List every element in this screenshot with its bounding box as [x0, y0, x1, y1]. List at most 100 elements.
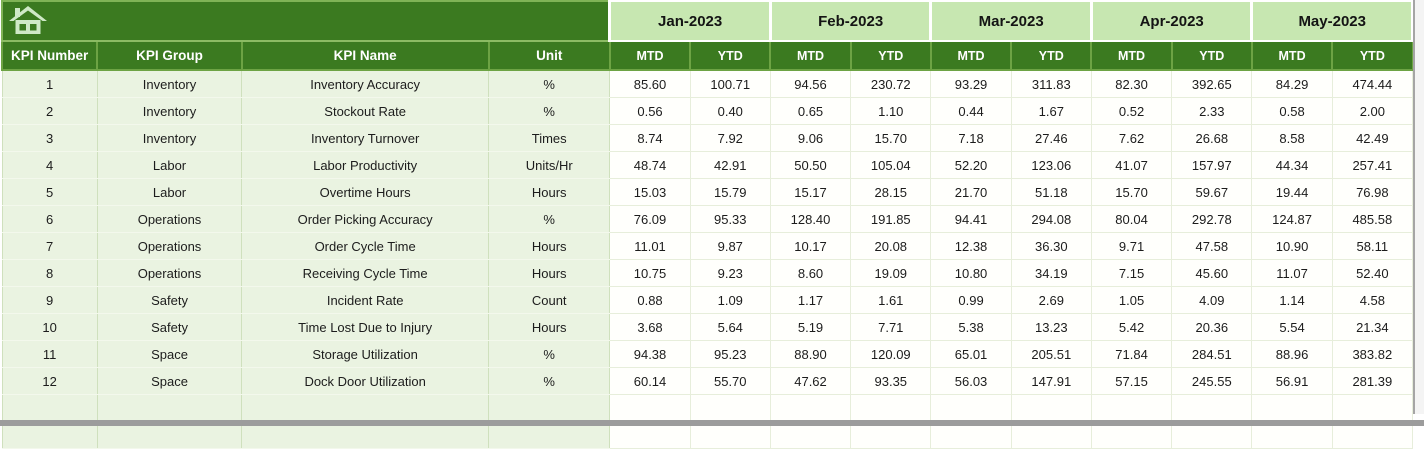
kpi-value-cell[interactable]: 4.09	[1171, 286, 1253, 314]
kpi-unit-cell[interactable]: Hours	[488, 313, 611, 341]
kpi-number-cell[interactable]: 11	[1, 340, 98, 368]
kpi-value-cell[interactable]: 7.62	[1090, 124, 1173, 152]
empty-cell[interactable]	[850, 394, 932, 422]
kpi-value-cell[interactable]: 8.58	[1251, 124, 1333, 152]
kpi-value-cell[interactable]: 7.18	[930, 124, 1012, 152]
kpi-value-cell[interactable]: 15.70	[1090, 178, 1173, 206]
kpi-unit-cell[interactable]: Hours	[488, 232, 611, 260]
kpi-value-cell[interactable]: 2.33	[1171, 97, 1253, 125]
kpi-group-cell[interactable]: Inventory	[96, 124, 243, 152]
kpi-value-cell[interactable]: 383.82	[1331, 340, 1414, 368]
kpi-number-cell[interactable]: 5	[1, 178, 98, 206]
kpi-value-cell[interactable]: 51.18	[1010, 178, 1092, 206]
empty-cell[interactable]	[488, 394, 611, 422]
kpi-value-cell[interactable]: 5.19	[769, 313, 852, 341]
kpi-value-cell[interactable]: 9.23	[689, 259, 771, 287]
kpi-name-cell[interactable]: Time Lost Due to Injury	[241, 313, 490, 341]
kpi-group-cell[interactable]: Space	[96, 367, 243, 395]
kpi-value-cell[interactable]: 58.11	[1331, 232, 1414, 260]
kpi-value-cell[interactable]: 93.29	[930, 69, 1012, 98]
kpi-value-cell[interactable]: 0.99	[930, 286, 1012, 314]
kpi-value-cell[interactable]: 2.00	[1331, 97, 1414, 125]
kpi-value-cell[interactable]: 15.03	[609, 178, 691, 206]
kpi-value-cell[interactable]: 60.14	[609, 367, 691, 395]
kpi-value-cell[interactable]: 1.61	[850, 286, 932, 314]
kpi-value-cell[interactable]: 10.17	[769, 232, 852, 260]
kpi-number-cell[interactable]: 7	[1, 232, 98, 260]
kpi-number-cell[interactable]: 4	[1, 151, 98, 179]
kpi-value-cell[interactable]: 48.74	[609, 151, 691, 179]
kpi-value-cell[interactable]: 95.23	[689, 340, 771, 368]
kpi-unit-cell[interactable]: Units/Hr	[488, 151, 611, 179]
kpi-number-cell[interactable]: 9	[1, 286, 98, 314]
kpi-group-cell[interactable]: Inventory	[96, 97, 243, 125]
empty-cell[interactable]	[1010, 394, 1092, 422]
kpi-unit-cell[interactable]: %	[488, 97, 611, 125]
kpi-value-cell[interactable]: 284.51	[1171, 340, 1253, 368]
kpi-value-cell[interactable]: 9.87	[689, 232, 771, 260]
kpi-value-cell[interactable]: 20.08	[850, 232, 932, 260]
kpi-value-cell[interactable]: 13.23	[1010, 313, 1092, 341]
kpi-value-cell[interactable]: 59.67	[1171, 178, 1253, 206]
kpi-unit-cell[interactable]: Hours	[488, 259, 611, 287]
kpi-value-cell[interactable]: 8.60	[769, 259, 852, 287]
kpi-value-cell[interactable]: 0.52	[1090, 97, 1173, 125]
kpi-number-cell[interactable]: 6	[1, 205, 98, 233]
kpi-unit-cell[interactable]: %	[488, 69, 611, 98]
kpi-unit-cell[interactable]: %	[488, 340, 611, 368]
kpi-group-cell[interactable]: Labor	[96, 151, 243, 179]
kpi-value-cell[interactable]: 5.42	[1090, 313, 1173, 341]
empty-cell[interactable]	[1, 394, 98, 422]
empty-cell[interactable]	[1331, 394, 1414, 422]
kpi-value-cell[interactable]: 15.17	[769, 178, 852, 206]
kpi-value-cell[interactable]: 42.49	[1331, 124, 1414, 152]
kpi-value-cell[interactable]: 26.68	[1171, 124, 1253, 152]
kpi-value-cell[interactable]: 294.08	[1010, 205, 1092, 233]
kpi-name-cell[interactable]: Overtime Hours	[241, 178, 490, 206]
kpi-value-cell[interactable]: 80.04	[1090, 205, 1173, 233]
kpi-value-cell[interactable]: 11.01	[609, 232, 691, 260]
kpi-value-cell[interactable]: 128.40	[769, 205, 852, 233]
kpi-value-cell[interactable]: 56.03	[930, 367, 1012, 395]
kpi-group-cell[interactable]: Space	[96, 340, 243, 368]
home-icon[interactable]	[9, 6, 608, 36]
kpi-value-cell[interactable]: 50.50	[769, 151, 852, 179]
kpi-value-cell[interactable]: 94.38	[609, 340, 691, 368]
kpi-value-cell[interactable]: 10.75	[609, 259, 691, 287]
kpi-value-cell[interactable]: 28.15	[850, 178, 932, 206]
kpi-value-cell[interactable]: 19.09	[850, 259, 932, 287]
kpi-number-cell[interactable]: 8	[1, 259, 98, 287]
kpi-value-cell[interactable]: 9.06	[769, 124, 852, 152]
empty-cell[interactable]	[769, 394, 852, 422]
kpi-value-cell[interactable]: 474.44	[1331, 69, 1414, 98]
kpi-value-cell[interactable]: 10.90	[1251, 232, 1333, 260]
kpi-value-cell[interactable]: 5.64	[689, 313, 771, 341]
kpi-value-cell[interactable]: 21.70	[930, 178, 1012, 206]
kpi-value-cell[interactable]: 124.87	[1251, 205, 1333, 233]
kpi-unit-cell[interactable]: Hours	[488, 178, 611, 206]
kpi-value-cell[interactable]: 157.97	[1171, 151, 1253, 179]
kpi-value-cell[interactable]: 82.30	[1090, 69, 1173, 98]
empty-cell[interactable]	[241, 394, 490, 422]
kpi-value-cell[interactable]: 52.40	[1331, 259, 1414, 287]
kpi-value-cell[interactable]: 88.96	[1251, 340, 1333, 368]
kpi-value-cell[interactable]: 0.65	[769, 97, 852, 125]
kpi-group-cell[interactable]: Safety	[96, 313, 243, 341]
kpi-name-cell[interactable]: Inventory Turnover	[241, 124, 490, 152]
kpi-value-cell[interactable]: 257.41	[1331, 151, 1414, 179]
kpi-value-cell[interactable]: 105.04	[850, 151, 932, 179]
kpi-value-cell[interactable]: 7.15	[1090, 259, 1173, 287]
kpi-value-cell[interactable]: 3.68	[609, 313, 691, 341]
kpi-value-cell[interactable]: 10.80	[930, 259, 1012, 287]
kpi-number-cell[interactable]: 1	[1, 69, 98, 98]
kpi-value-cell[interactable]: 245.55	[1171, 367, 1253, 395]
empty-cell[interactable]	[930, 394, 1012, 422]
empty-cell[interactable]	[96, 394, 243, 422]
kpi-value-cell[interactable]: 0.40	[689, 97, 771, 125]
kpi-value-cell[interactable]: 100.71	[689, 69, 771, 98]
kpi-value-cell[interactable]: 94.56	[769, 69, 852, 98]
kpi-unit-cell[interactable]: %	[488, 367, 611, 395]
kpi-value-cell[interactable]: 311.83	[1010, 69, 1092, 98]
kpi-value-cell[interactable]: 1.14	[1251, 286, 1333, 314]
kpi-value-cell[interactable]: 7.71	[850, 313, 932, 341]
